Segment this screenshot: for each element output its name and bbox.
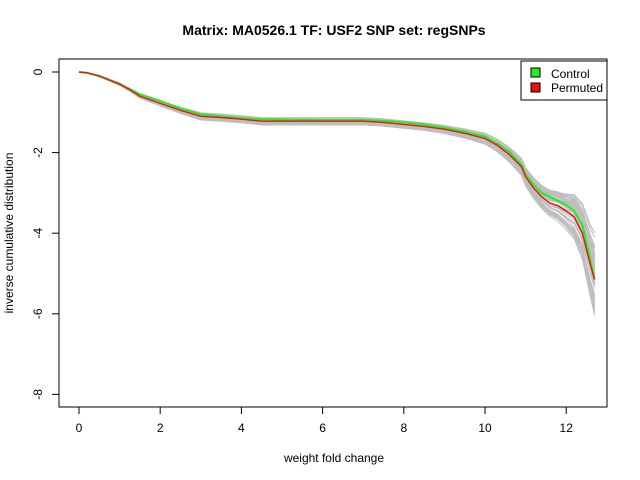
permutation-curve <box>78 71 596 295</box>
legend-label-permuted: Permuted <box>551 81 603 95</box>
series-lines <box>78 71 596 280</box>
y-axis: 0 -2 -4 -6 -8 <box>31 68 60 400</box>
x-tick-label: 8 <box>400 421 407 435</box>
permutation-curve <box>78 71 596 304</box>
legend-swatch-permuted <box>530 82 541 93</box>
y-tick-label: -8 <box>31 389 45 400</box>
y-tick-label: -6 <box>31 308 45 319</box>
chart-title: Matrix: MA0526.1 TF: USF2 SNP set: regSN… <box>182 22 485 38</box>
permutation-curve <box>78 71 596 311</box>
permutation-curve <box>78 71 596 304</box>
x-tick-label: 6 <box>319 421 326 435</box>
legend: Control Permuted <box>520 60 608 101</box>
permutation-curve <box>78 71 596 297</box>
plot-frame <box>58 58 608 408</box>
permutation-curve <box>78 71 596 296</box>
series-line-permuted <box>78 71 596 280</box>
permutation-curve <box>78 71 596 302</box>
x-axis-label: weight fold change <box>283 451 384 465</box>
x-axis: 0 2 4 6 8 10 12 <box>76 406 574 435</box>
permutation-curve <box>78 71 596 234</box>
permutation-curve <box>78 71 596 307</box>
x-tick-label: 12 <box>560 421 574 435</box>
y-tick-label: 0 <box>31 68 45 75</box>
legend-label-control: Control <box>551 67 590 81</box>
permutation-curve <box>78 71 596 305</box>
y-tick-label: -4 <box>31 228 45 239</box>
x-tick-label: 0 <box>76 421 83 435</box>
y-tick-label: -2 <box>31 147 45 158</box>
x-tick-label: 4 <box>238 421 245 435</box>
permutation-curve <box>78 71 596 316</box>
permutation-curves <box>78 71 596 316</box>
permutation-curve <box>78 71 596 304</box>
permutation-curve <box>78 71 596 313</box>
permutation-curve <box>78 71 596 316</box>
permutation-curve <box>78 71 596 299</box>
series-line-control <box>78 71 596 280</box>
y-axis-label: inverse cumulative distribution <box>2 153 16 314</box>
x-tick-label: 10 <box>478 421 492 435</box>
permutation-curve <box>78 71 596 308</box>
permutation-curve <box>78 71 596 310</box>
permutation-curve <box>78 71 596 306</box>
x-tick-label: 2 <box>157 421 164 435</box>
legend-swatch-control <box>530 67 541 78</box>
